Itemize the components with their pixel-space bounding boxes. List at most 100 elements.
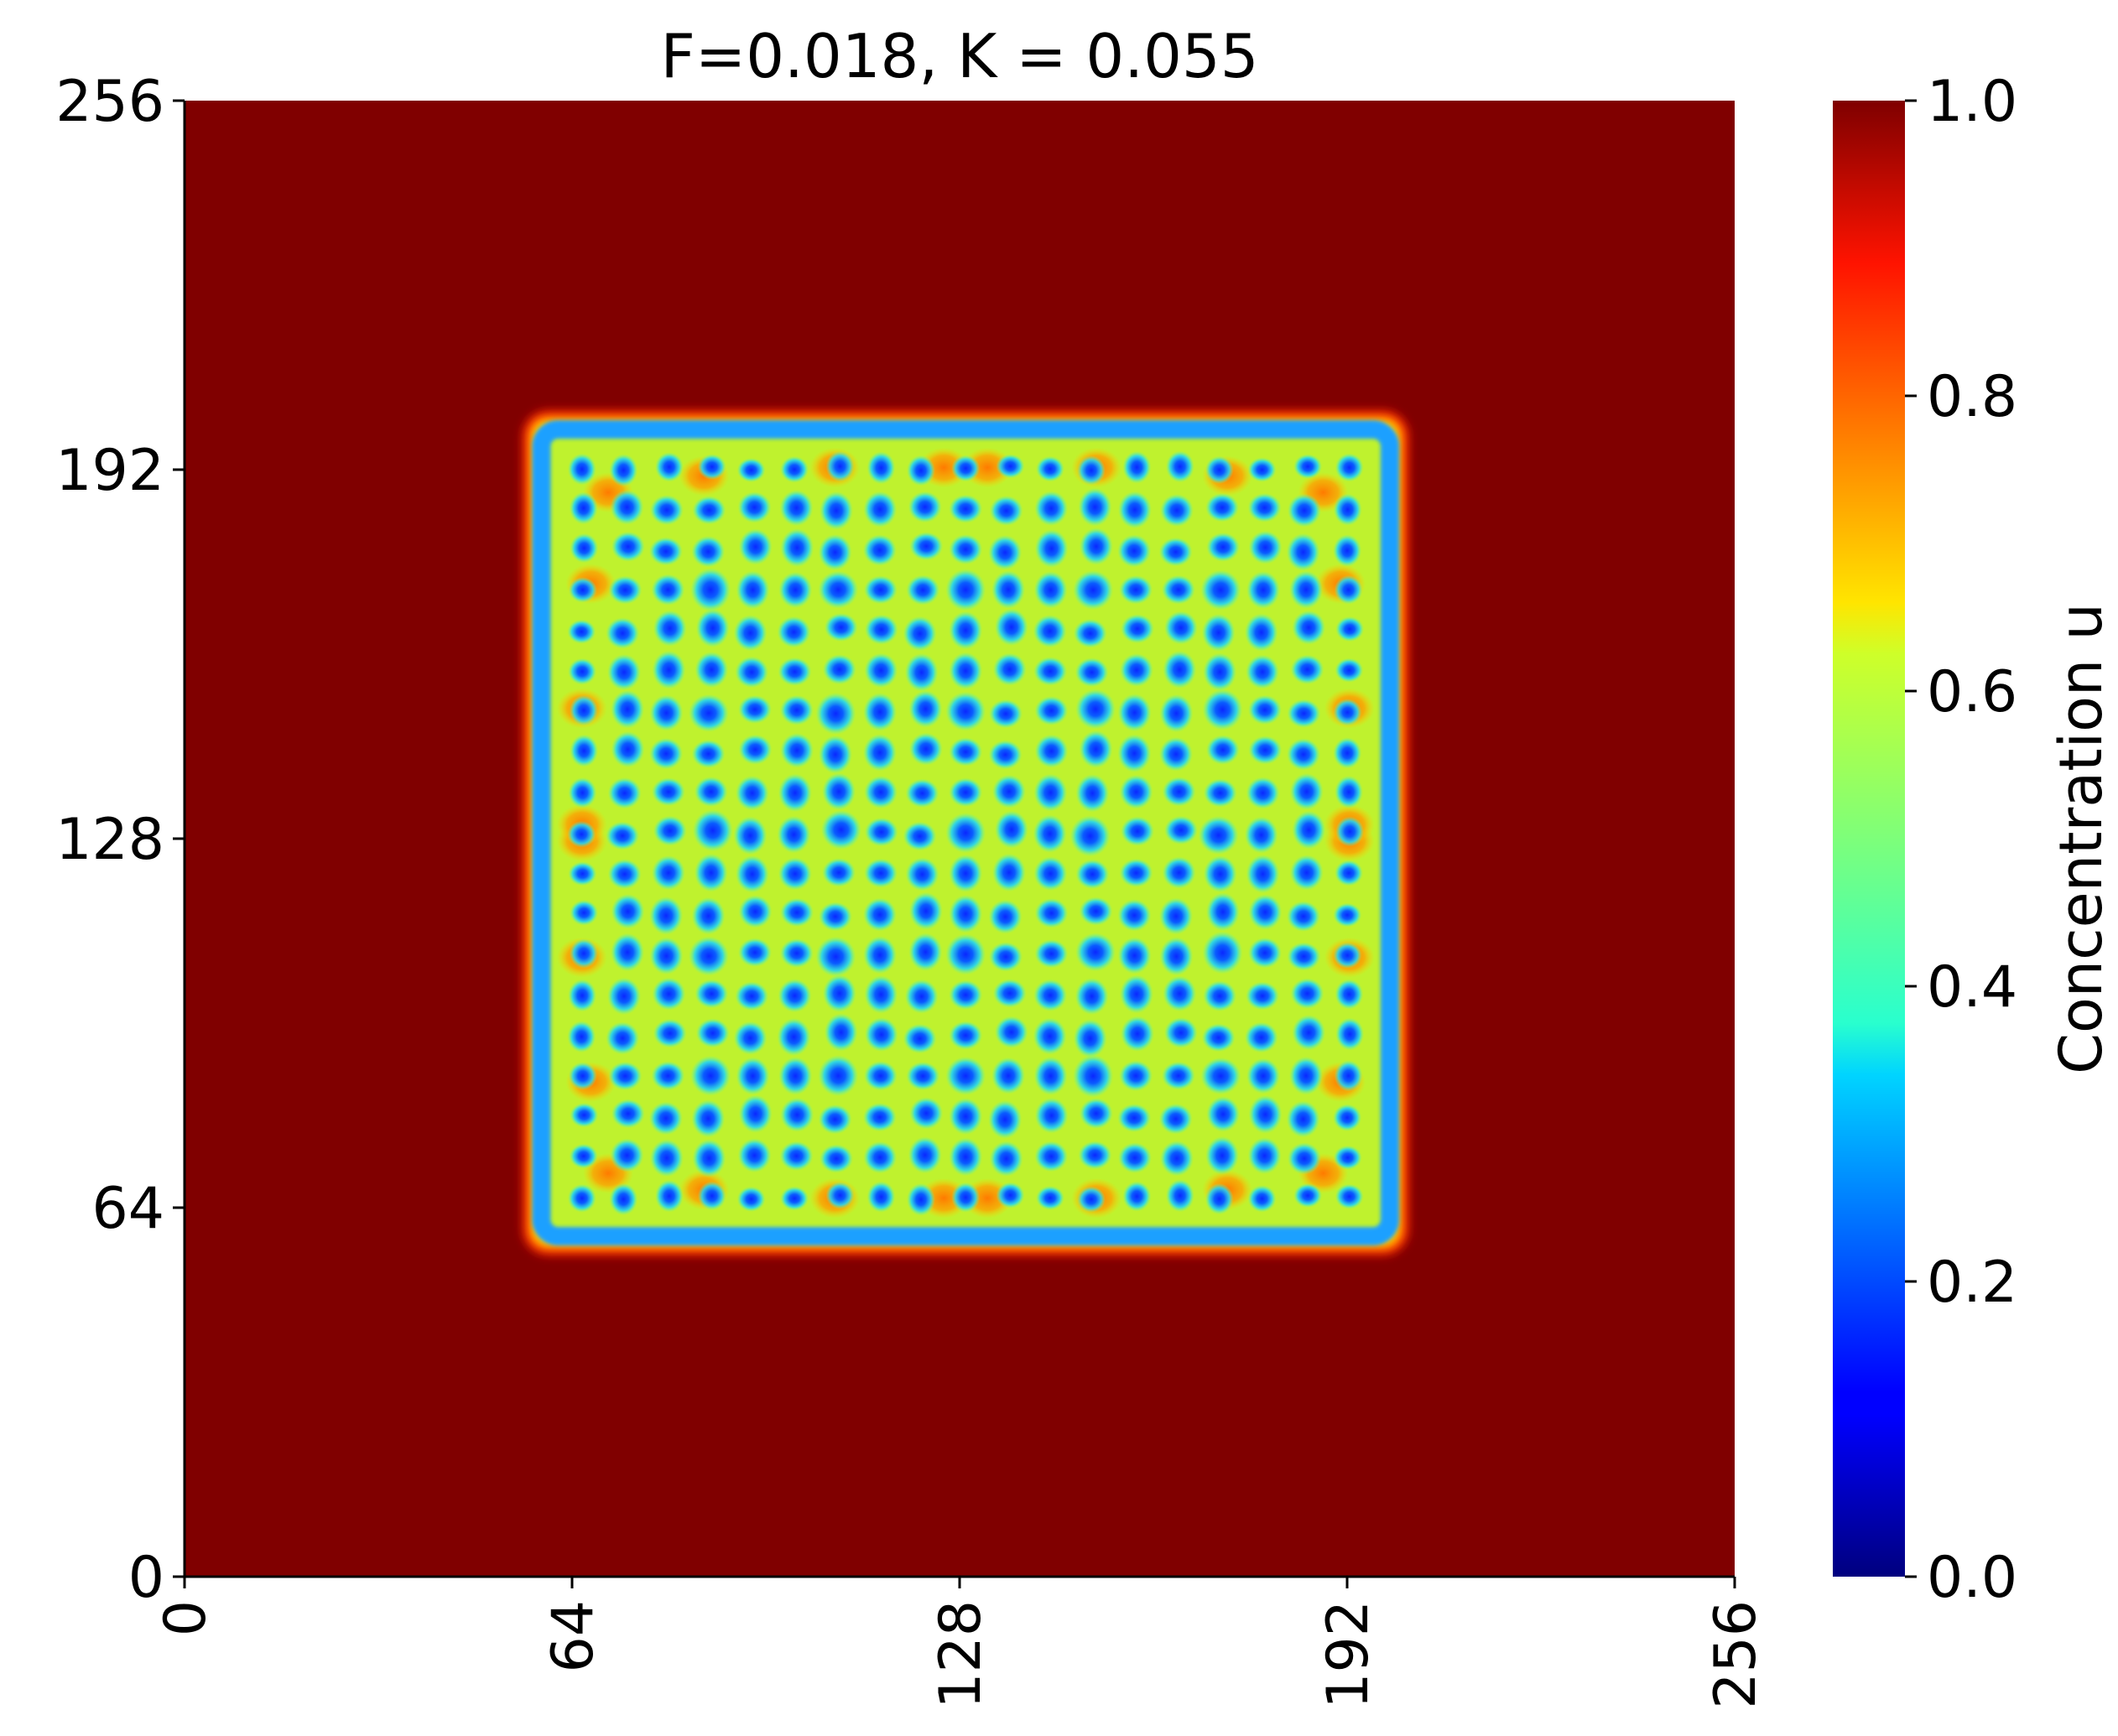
spot (649, 495, 684, 526)
spot (780, 1097, 814, 1132)
spot (1033, 615, 1067, 648)
spot (1122, 1181, 1152, 1212)
y-tick-label: 192 (55, 438, 164, 504)
spot (1033, 1017, 1067, 1055)
spot (692, 1139, 726, 1177)
spot (1290, 978, 1324, 1010)
spot (737, 1138, 772, 1173)
spot (949, 1021, 983, 1050)
spot (988, 899, 1023, 934)
spot (1335, 1017, 1365, 1051)
spot (949, 1098, 983, 1136)
spot (1117, 491, 1152, 529)
spot (951, 455, 981, 482)
spot (1247, 457, 1277, 482)
spot (1075, 933, 1116, 972)
spot (1292, 810, 1326, 850)
x-axis: 0 64 128 192 256 (153, 1575, 1769, 1709)
spot (695, 652, 729, 689)
spot (1119, 653, 1153, 688)
x-tick-label: 64 (540, 1600, 606, 1673)
spot (815, 936, 856, 977)
spot (779, 694, 814, 725)
spot (1203, 980, 1237, 1011)
spot (945, 813, 986, 854)
spot (567, 619, 596, 644)
x-tick-label: 128 (928, 1600, 994, 1709)
spot (1122, 450, 1152, 484)
spot (736, 458, 766, 483)
spot (1159, 1140, 1194, 1177)
spot (692, 496, 726, 525)
spot (864, 614, 898, 645)
spot (570, 734, 599, 767)
spot (649, 737, 684, 770)
colorbar-label: Concentration u (2047, 603, 2115, 1074)
spot (652, 977, 686, 1011)
spot (610, 489, 644, 525)
spot (777, 616, 811, 648)
spot (1287, 1142, 1321, 1175)
spot (611, 893, 645, 929)
spot (1073, 1019, 1107, 1058)
spot (1163, 650, 1197, 689)
spot (780, 897, 814, 928)
spot (1244, 816, 1278, 854)
spot (1292, 1014, 1326, 1051)
spot (1202, 931, 1243, 975)
spot (992, 979, 1027, 1008)
spot (908, 891, 943, 930)
spot (1335, 979, 1364, 1010)
spot (1247, 694, 1282, 725)
spot (690, 568, 731, 612)
spot (989, 942, 1023, 972)
spot (1205, 1136, 1240, 1175)
spot (608, 575, 643, 605)
spot (994, 810, 1028, 849)
spot (908, 933, 943, 971)
spot (1159, 736, 1194, 772)
spot (606, 821, 640, 850)
spot (1120, 1016, 1154, 1052)
spot (991, 1057, 1026, 1094)
spot (570, 694, 599, 726)
spot (649, 896, 684, 935)
spot (1117, 937, 1152, 975)
spot (1079, 1098, 1113, 1130)
spot (1247, 1137, 1282, 1175)
spot (1198, 815, 1239, 855)
spot (1120, 614, 1154, 644)
spot (606, 977, 641, 1016)
spot (992, 652, 1027, 686)
spot (864, 858, 898, 888)
spot-lattice (567, 450, 1365, 1216)
spot (1289, 772, 1324, 810)
spot (1248, 530, 1283, 564)
spot (1335, 616, 1365, 642)
spot (651, 574, 685, 606)
spot (989, 1141, 1023, 1177)
spot (648, 537, 683, 566)
spot (1200, 1057, 1241, 1095)
spot (651, 1061, 685, 1091)
spot (778, 1057, 813, 1095)
spot (1201, 613, 1236, 652)
spot (648, 1101, 683, 1136)
spot (1244, 613, 1278, 652)
spot (1205, 735, 1240, 765)
spot (691, 897, 726, 935)
spot (778, 857, 812, 891)
spot (651, 855, 685, 891)
spot (1248, 1094, 1283, 1134)
spot (1162, 777, 1196, 807)
spot (567, 1021, 596, 1053)
spot (1034, 1097, 1069, 1134)
spot (903, 1023, 937, 1054)
spot (1201, 1023, 1236, 1053)
spot (1246, 1058, 1281, 1094)
spot (1076, 455, 1106, 486)
spot (611, 1099, 645, 1129)
spot (909, 532, 944, 561)
spot (1289, 855, 1324, 891)
spot (695, 1018, 730, 1048)
